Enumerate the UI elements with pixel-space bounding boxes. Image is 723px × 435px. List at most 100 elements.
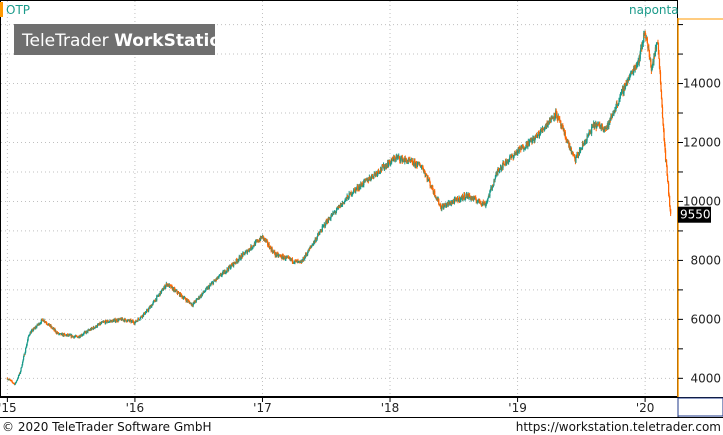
candle-body: [218, 275, 220, 278]
candle-body: [233, 262, 235, 266]
candle-body: [564, 132, 566, 138]
candle-body: [139, 318, 141, 320]
candle-body: [15, 380, 18, 383]
candle-body: [204, 290, 206, 292]
candle-body: [511, 154, 513, 158]
candle-body: [125, 320, 127, 322]
candle-body: [613, 110, 616, 113]
candle-body: [499, 168, 501, 170]
candle-body: [393, 157, 395, 161]
candle-body: [559, 118, 561, 122]
candle-body: [258, 241, 260, 243]
candle-body: [152, 303, 154, 306]
candle-body: [133, 322, 135, 324]
candle-body: [617, 104, 619, 106]
candle-body: [491, 185, 494, 189]
candle-body: [483, 202, 485, 205]
candle-body: [627, 78, 629, 83]
source-url[interactable]: https://workstation.teletrader.com: [516, 420, 721, 434]
candle-body: [11, 380, 13, 382]
candle-body: [521, 145, 523, 149]
candle-body: [658, 58, 661, 69]
candle-body: [415, 162, 418, 167]
y-tick-label: 4000: [690, 371, 721, 385]
candle-body: [130, 320, 133, 323]
candle-body: [555, 110, 557, 112]
candle-body: [301, 260, 304, 262]
candle-body: [562, 125, 564, 129]
candle-body: [314, 240, 316, 243]
candle-body: [31, 330, 33, 332]
candle-body: [181, 295, 183, 298]
candle-body: [409, 158, 411, 161]
candle-body: [207, 286, 209, 290]
candle-body: [50, 325, 52, 328]
candle-body: [376, 173, 379, 176]
candle-body: [539, 131, 542, 135]
candle-body: [413, 160, 415, 166]
candle-body: [216, 278, 218, 280]
candle-body: [619, 93, 622, 96]
candle-body: [140, 316, 143, 318]
candle-body: [442, 205, 444, 207]
candle-body: [383, 164, 385, 170]
candle-body: [462, 196, 465, 198]
candle-body: [106, 321, 108, 323]
candle-body: [395, 159, 397, 161]
candle-body: [502, 161, 505, 163]
candle-body: [636, 65, 638, 69]
candle-body: [629, 76, 631, 80]
candle-body: [235, 262, 237, 264]
candle-body: [611, 114, 613, 118]
candle-body: [139, 316, 142, 319]
candle-body: [522, 145, 524, 147]
candle-body: [276, 255, 278, 257]
candle-body: [252, 245, 255, 247]
y-tick-label: 14000: [683, 77, 721, 91]
candle-body: [435, 195, 437, 199]
candle-body: [654, 47, 657, 55]
candle-body: [383, 167, 386, 170]
candle-body: [264, 238, 267, 242]
candle-body: [168, 284, 170, 287]
candle-body: [637, 61, 639, 65]
candle-body: [114, 319, 116, 322]
candle-body: [316, 238, 318, 240]
candle-body: [497, 169, 499, 174]
candle-body: [360, 183, 362, 186]
candle-body: [474, 196, 476, 200]
candle-body: [90, 327, 93, 331]
candle-body: [620, 90, 623, 93]
candle-body: [131, 320, 134, 322]
candle-body: [451, 201, 454, 204]
candle-body: [321, 226, 323, 232]
candle-body: [418, 162, 420, 165]
candle-body: [381, 165, 383, 171]
candle-body: [51, 326, 53, 329]
candle-body: [311, 246, 313, 248]
candle-body: [144, 312, 147, 314]
candle-body: [212, 281, 215, 285]
candle-body: [622, 88, 624, 94]
copyright-text: © 2020 TeleTrader Software GmbH: [2, 420, 212, 434]
candle-body: [603, 129, 605, 131]
candle-body: [379, 171, 381, 173]
candle-body: [162, 289, 164, 291]
candle-body: [13, 383, 16, 385]
candle-body: [625, 83, 627, 86]
candle-body: [574, 156, 576, 161]
candle-body: [94, 326, 97, 328]
candle-body: [446, 203, 448, 206]
candle-body: [223, 271, 225, 274]
candle-body: [658, 53, 660, 59]
candle-body: [146, 310, 148, 312]
candle-body: [348, 198, 350, 200]
candle-body: [655, 44, 658, 50]
candle-body: [377, 170, 380, 172]
candle-body: [513, 155, 515, 159]
candle-body: [318, 233, 320, 235]
candle-body: [646, 38, 648, 44]
candle-body: [252, 245, 254, 248]
candle-body: [621, 90, 623, 92]
candle-body: [281, 255, 283, 259]
